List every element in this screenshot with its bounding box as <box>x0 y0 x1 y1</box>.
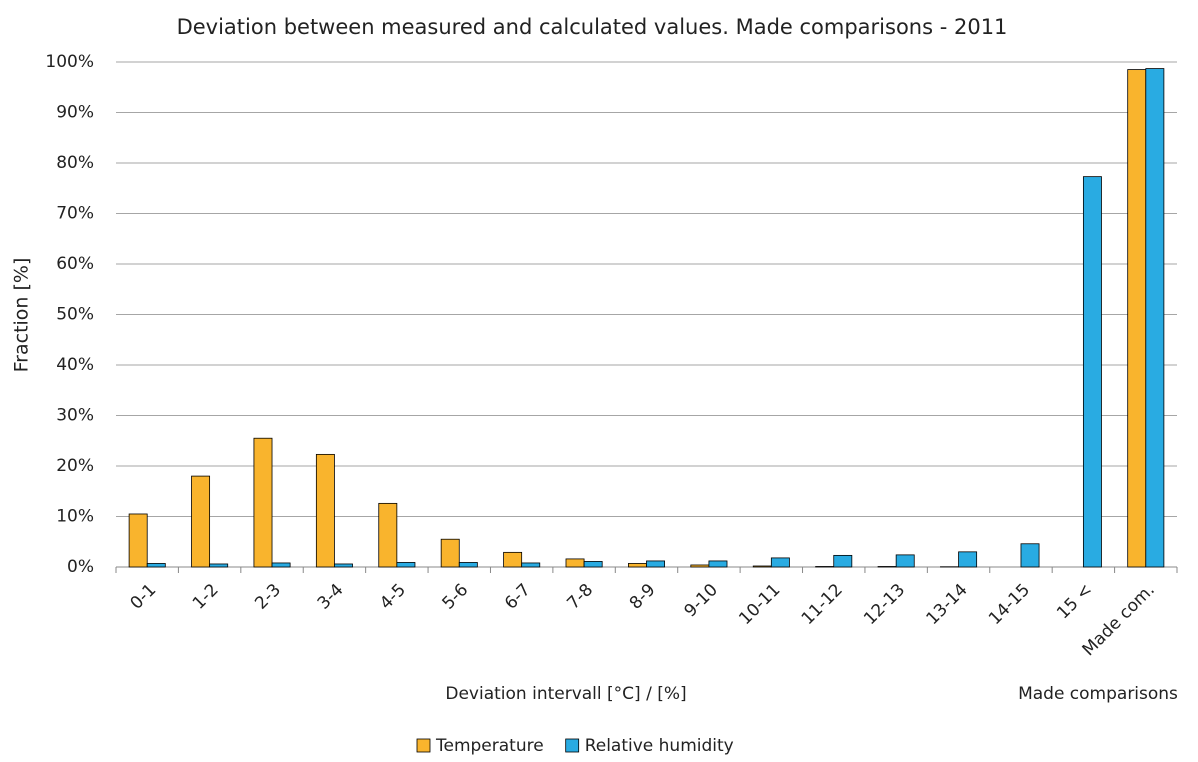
bar <box>334 563 353 568</box>
bar <box>583 561 603 568</box>
bar <box>146 563 166 568</box>
x-tick-label: 13-14 <box>923 580 972 629</box>
x-tick-label: 14-15 <box>985 580 1034 629</box>
bar <box>503 551 523 568</box>
bar <box>646 560 665 568</box>
legend-swatch <box>416 738 431 753</box>
x-axis-title: Deviation intervall [°C] / [%] <box>445 684 686 704</box>
x-tick-label: 1-2 <box>189 580 223 614</box>
x-tick-label: 5-6 <box>439 580 473 614</box>
bar <box>378 502 398 568</box>
bar <box>565 558 585 568</box>
legend-label: Relative humidity <box>585 736 734 756</box>
x-tick-label: 2-3 <box>251 580 285 614</box>
bar <box>1145 68 1165 568</box>
y-tick-label: 40% <box>56 355 94 375</box>
x-tick-label: 0-1 <box>126 580 160 614</box>
bar <box>396 562 416 568</box>
bar <box>315 453 335 568</box>
x-tick-label: 3-4 <box>314 580 348 614</box>
bar <box>191 475 211 568</box>
bar <box>521 562 541 568</box>
bar <box>708 560 728 568</box>
chart-title: Deviation between measured and calculate… <box>177 15 1008 39</box>
x-tick-label: 12-13 <box>860 580 909 629</box>
x-tick-label: 9-10 <box>681 580 722 621</box>
bar <box>895 554 915 568</box>
bar <box>752 565 772 568</box>
y-tick-label: 60% <box>56 254 94 274</box>
x-tick-label: 7-8 <box>563 580 597 614</box>
bar <box>1082 176 1102 568</box>
bar <box>877 566 897 568</box>
bar <box>271 562 291 568</box>
bar <box>628 563 647 568</box>
y-tick-label: 10% <box>56 507 94 527</box>
y-axis-title: Fraction [%] <box>11 258 33 373</box>
legend-label: Temperature <box>435 736 544 756</box>
annotation: Made comparisons <box>1018 684 1178 704</box>
y-tick-label: 30% <box>56 406 94 426</box>
bar <box>690 564 710 568</box>
y-tick-label: 0% <box>67 557 94 577</box>
y-tick-label: 90% <box>56 103 94 123</box>
y-tick-label: 70% <box>56 204 94 224</box>
bar <box>815 566 835 568</box>
bar <box>958 551 978 568</box>
bar <box>833 554 853 568</box>
bar <box>209 563 229 568</box>
bar <box>1020 543 1040 568</box>
x-tick-label: 10-11 <box>735 580 784 629</box>
legend-swatch <box>565 738 580 753</box>
x-tick-label: 6-7 <box>501 580 535 614</box>
y-tick-label: 50% <box>56 305 94 325</box>
bar <box>1127 69 1147 568</box>
bar <box>770 557 790 568</box>
x-tick-label: 4-5 <box>376 580 410 614</box>
y-tick-label: 80% <box>56 153 94 173</box>
bar <box>458 562 478 568</box>
y-tick-label: 100% <box>45 52 94 72</box>
x-tick-label: 11-12 <box>798 580 847 629</box>
bar <box>253 437 273 568</box>
x-tick-label: 15 < <box>1053 580 1096 623</box>
x-tick-label: 8-9 <box>626 580 660 614</box>
bar <box>128 513 148 568</box>
y-tick-label: 20% <box>56 456 94 476</box>
bar <box>440 538 460 568</box>
